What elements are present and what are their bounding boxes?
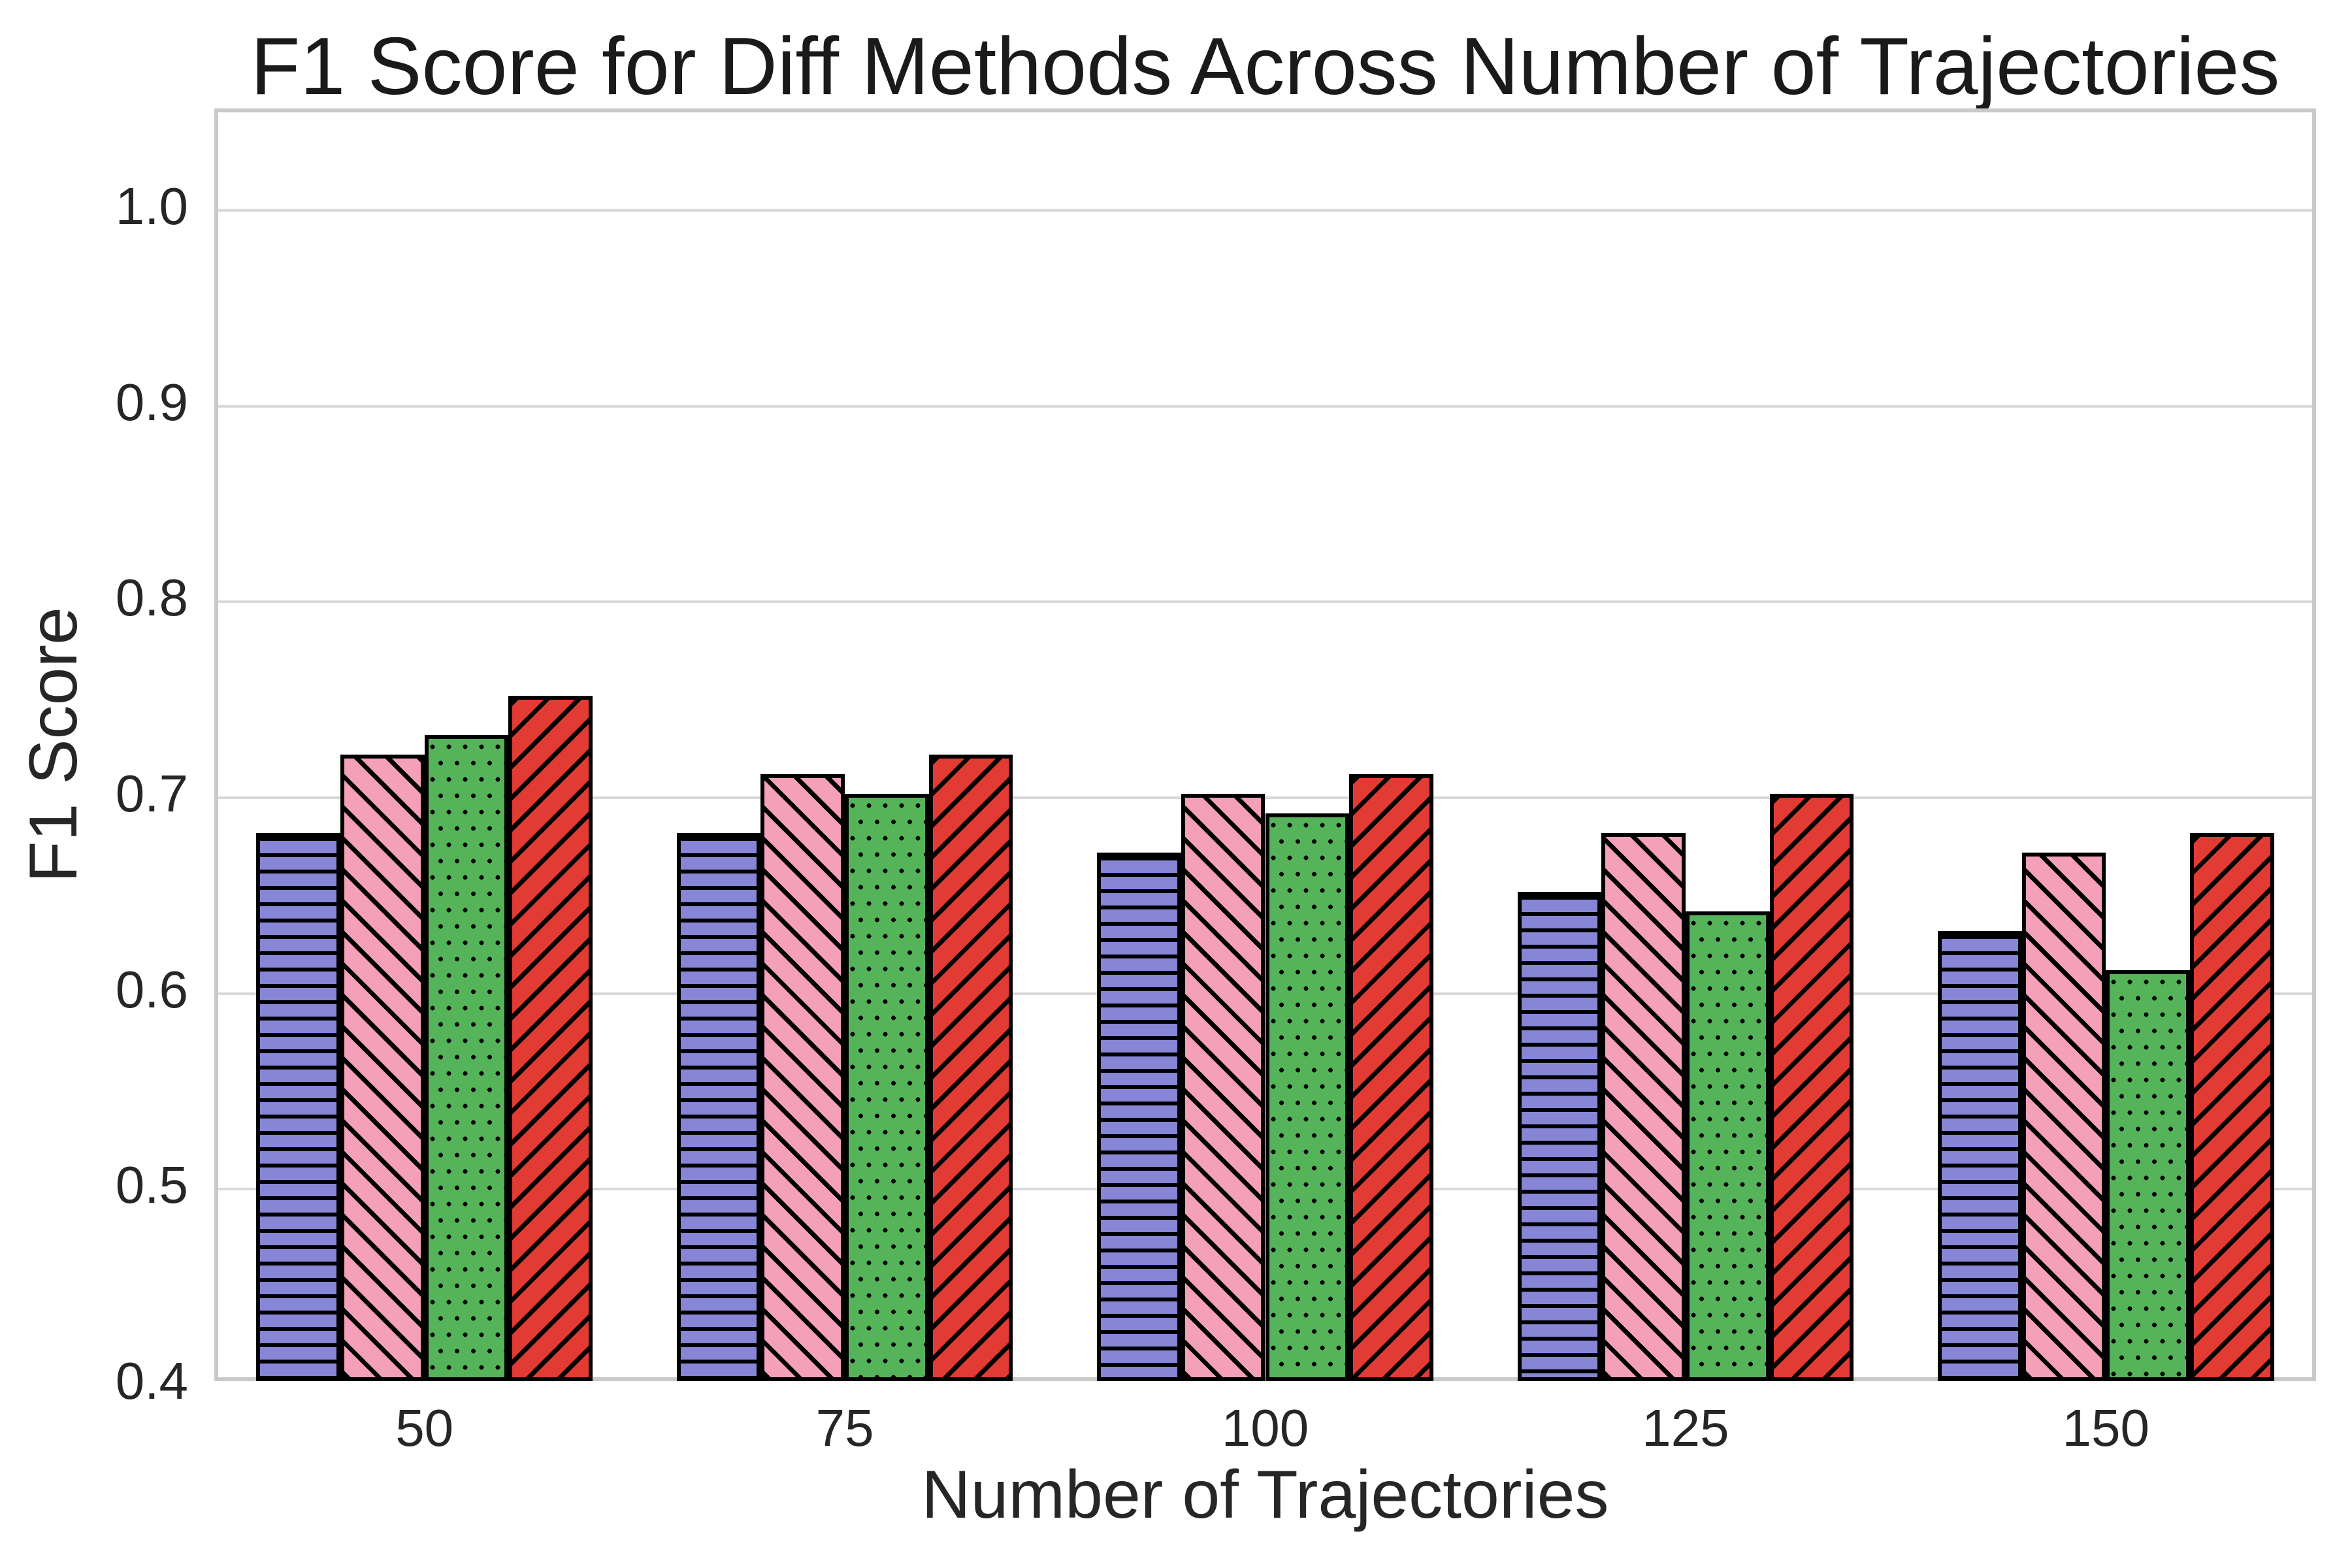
gridline-0.9 [218, 404, 2312, 408]
gridline-1.0 [218, 208, 2312, 212]
x-tick-label-50: 50 [395, 1399, 454, 1457]
bar-50-blue-horizontal-hatch-method [256, 832, 340, 1381]
bar-75-pink-backslash-hatch-method [760, 774, 845, 1381]
bar-75-green-dot-hatch-method [845, 793, 929, 1381]
bar-150-green-dot-hatch-method [2106, 970, 2190, 1381]
bar-50-green-dot-hatch-method [424, 735, 509, 1381]
bar-50-pink-backslash-hatch-method [340, 754, 425, 1381]
bar-100-green-dot-hatch-method [1265, 813, 1350, 1381]
chart-title: F1 Score for Diff Methods Across Number … [250, 22, 2280, 112]
x-tick-label-150: 150 [2062, 1399, 2150, 1457]
bar-150-blue-horizontal-hatch-method [1937, 930, 2022, 1381]
bar-125-red-slash-hatch-method [1769, 793, 1854, 1381]
bar-125-green-dot-hatch-method [1685, 911, 1770, 1381]
y-tick-label-0.8: 0.8 [115, 568, 188, 627]
bar-150-red-slash-hatch-method [2189, 832, 2274, 1381]
bar-75-red-slash-hatch-method [928, 754, 1013, 1381]
gridline-0.7 [218, 796, 2312, 799]
y-tick-label-0.4: 0.4 [115, 1352, 188, 1410]
bar-75-blue-horizontal-hatch-method [676, 832, 761, 1381]
bar-100-red-slash-hatch-method [1349, 774, 1433, 1381]
x-tick-label-125: 125 [1642, 1399, 1729, 1457]
bar-150-pink-backslash-hatch-method [2021, 852, 2106, 1381]
bar-100-blue-horizontal-hatch-method [1097, 852, 1181, 1381]
bar-50-red-slash-hatch-method [508, 696, 593, 1381]
x-tick-label-100: 100 [1221, 1399, 1309, 1457]
y-tick-label-0.9: 0.9 [115, 372, 188, 431]
x-tick-label-75: 75 [815, 1399, 874, 1457]
y-tick-label-0.7: 0.7 [115, 764, 188, 823]
gridline-0.8 [218, 600, 2312, 604]
y-tick-label-0.5: 0.5 [115, 1156, 188, 1215]
x-axis-label: Number of Trajectories [921, 1457, 1609, 1533]
bar-125-pink-backslash-hatch-method [1601, 832, 1686, 1381]
y-tick-label-1.0: 1.0 [115, 176, 188, 235]
bar-100-pink-backslash-hatch-method [1181, 793, 1266, 1381]
bar-125-blue-horizontal-hatch-method [1517, 891, 1602, 1381]
y-axis-label: F1 Score [16, 607, 91, 883]
y-tick-label-0.6: 0.6 [115, 960, 188, 1019]
